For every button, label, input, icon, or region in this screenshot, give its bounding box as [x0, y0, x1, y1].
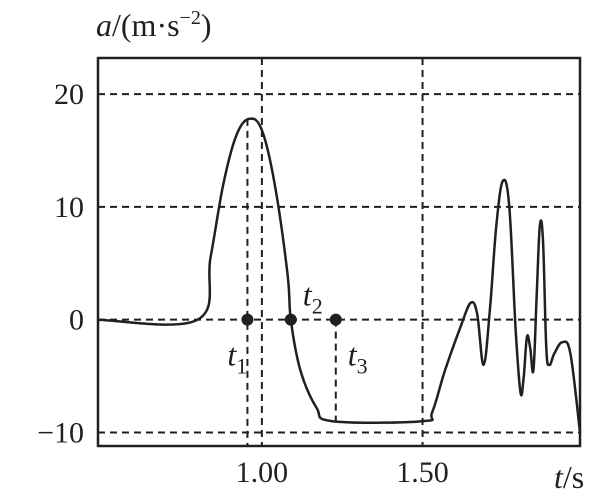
marker-point-t2: [284, 313, 297, 326]
marker-label-t3: t3: [348, 337, 368, 379]
x-axis-label: t/s: [554, 459, 584, 495]
grid-lines: [98, 58, 580, 446]
x-axis-variable: t: [554, 459, 564, 495]
marker-label-var: t: [303, 277, 313, 313]
marker-point-t3: [329, 313, 342, 326]
marker-point-t1: [241, 313, 254, 326]
y-axis-unit-open: /(m·s: [112, 7, 180, 43]
y-tick-label: −10: [37, 416, 84, 449]
x-tick-label: 1.00: [236, 456, 289, 489]
marker-label-sub: 3: [357, 354, 368, 379]
x-tick-labels: 1.00 1.50: [236, 456, 449, 489]
marker-label-var: t: [227, 337, 237, 373]
plot-frame: [96, 56, 582, 448]
y-tick-label: 0: [69, 304, 84, 337]
y-axis-label: a/(m·s−2): [96, 7, 211, 43]
marker-guide-lines: [246, 118, 337, 446]
y-axis-unit-exponent: −2: [180, 7, 201, 29]
x-axis-unit: /s: [563, 459, 584, 495]
y-axis-variable: a: [96, 7, 112, 43]
acceleration-curve: [97, 117, 582, 433]
y-tick-label: 10: [54, 191, 84, 224]
marker-label-sub: 1: [236, 354, 247, 379]
marker-label-var: t: [348, 337, 358, 373]
x-tick-label: 1.50: [396, 456, 449, 489]
y-tick-labels: 20 10 0 −10: [37, 78, 84, 449]
marker-label-sub: 2: [312, 294, 323, 319]
marker-label-t1: t1: [227, 337, 247, 379]
y-axis-unit-close: ): [201, 7, 212, 43]
y-tick-label: 20: [54, 78, 84, 111]
marker-label-t2: t2: [303, 277, 323, 319]
